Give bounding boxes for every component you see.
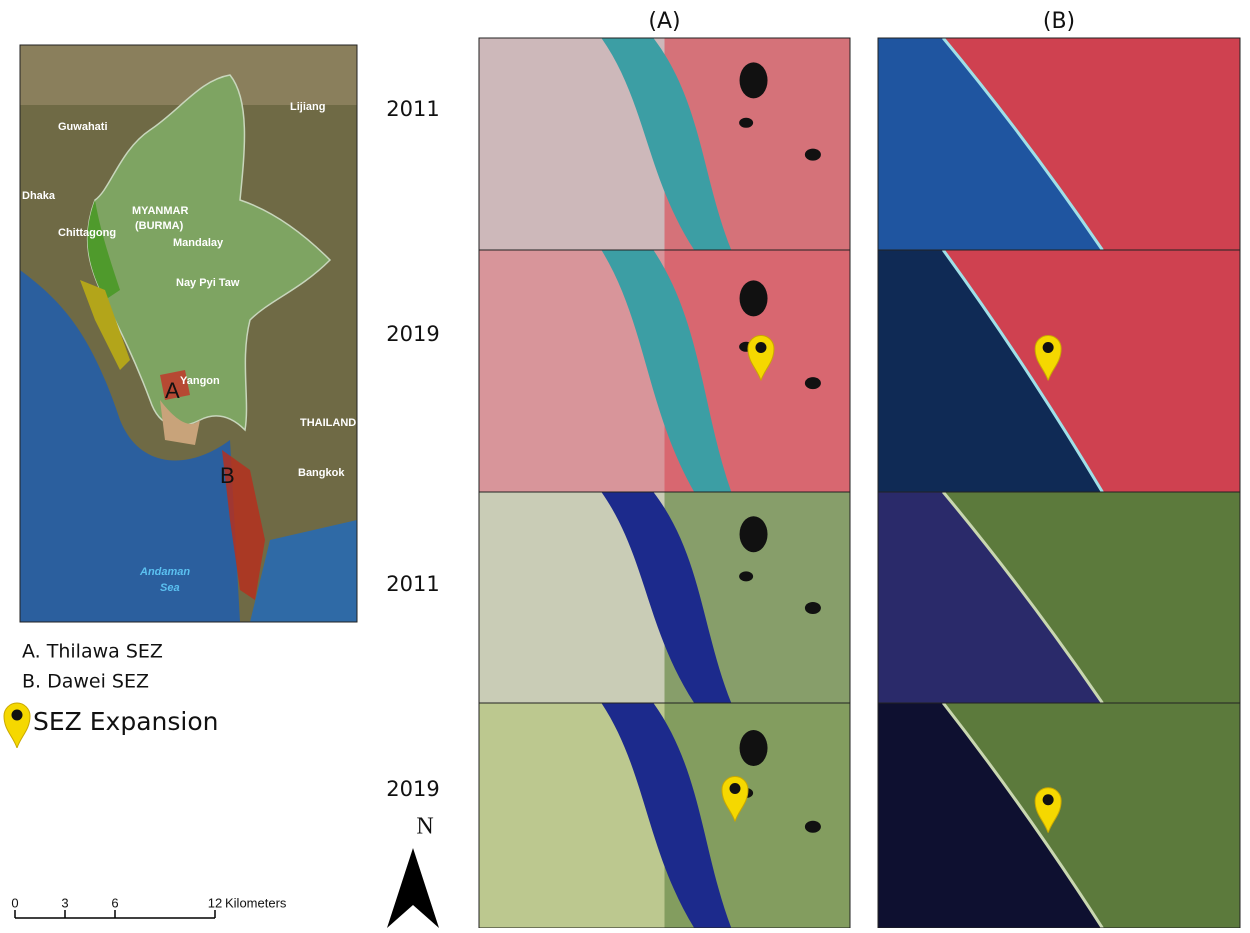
scale-tick-label: 6: [111, 895, 118, 910]
satellite-panel: [479, 703, 850, 928]
map-label: MYANMAR: [132, 205, 188, 217]
lake: [805, 149, 821, 161]
row-label: 2011: [386, 572, 439, 596]
legend-pin-label: SEZ Expansion: [33, 707, 218, 736]
lake: [739, 571, 753, 581]
north-arrow: [413, 848, 439, 928]
satellite-panel: [878, 492, 1240, 703]
map-label: THAILAND: [300, 417, 356, 429]
map-label: Andaman: [139, 566, 190, 578]
panel-grid: (A) (B) 2011 2019 2011 2019: [386, 9, 1240, 928]
row-label: 2011: [386, 97, 439, 121]
map-marker-label: A: [165, 378, 180, 403]
column-header: (A): [648, 9, 680, 34]
satellite-panel: [479, 38, 850, 250]
lake: [739, 118, 753, 128]
map-label: (BURMA): [135, 220, 184, 232]
map-label: Lijiang: [290, 101, 325, 113]
lake: [805, 602, 821, 614]
column-header: (B): [1043, 9, 1075, 34]
map-label: Dhaka: [22, 190, 56, 202]
satellite-panel: [878, 703, 1240, 928]
pin-icon: [4, 703, 30, 748]
map-label: Yangon: [180, 375, 220, 387]
row-label: 2019: [386, 322, 439, 346]
lake: [805, 821, 821, 833]
satellite-panel: [479, 250, 850, 492]
lake: [740, 516, 768, 552]
map-label: Bangkok: [298, 467, 345, 479]
north-arrow: [387, 848, 413, 928]
lake: [740, 730, 768, 766]
satellite-panel: [878, 38, 1240, 250]
scale-tick-label: 3: [61, 895, 68, 910]
north-label: N: [416, 814, 433, 840]
map-label: Guwahati: [58, 121, 108, 133]
row-label: 2019: [386, 777, 439, 801]
map-marker-label: B: [220, 463, 235, 488]
scale-unit: Kilometers: [225, 895, 287, 910]
map-label: Chittagong: [58, 227, 116, 239]
scale-tick-label: 0: [11, 895, 18, 910]
legend-item: A. Thilawa SEZ: [22, 641, 163, 663]
map-label: Sea: [160, 582, 180, 594]
satellite-panel: [479, 492, 850, 703]
lake: [805, 377, 821, 389]
map-label: Mandalay: [173, 237, 224, 249]
scale-tick-label: 12: [208, 895, 222, 910]
map-label: Nay Pyi Taw: [176, 277, 240, 289]
lake: [740, 280, 768, 316]
satellite-panel: [878, 250, 1240, 492]
legend-item: B. Dawei SEZ: [22, 671, 149, 693]
figure: Lijiang Guwahati Dhaka MYANMAR (BURMA) M…: [0, 0, 1250, 928]
overview-map: Lijiang Guwahati Dhaka MYANMAR (BURMA) M…: [20, 45, 357, 622]
lake: [740, 62, 768, 98]
